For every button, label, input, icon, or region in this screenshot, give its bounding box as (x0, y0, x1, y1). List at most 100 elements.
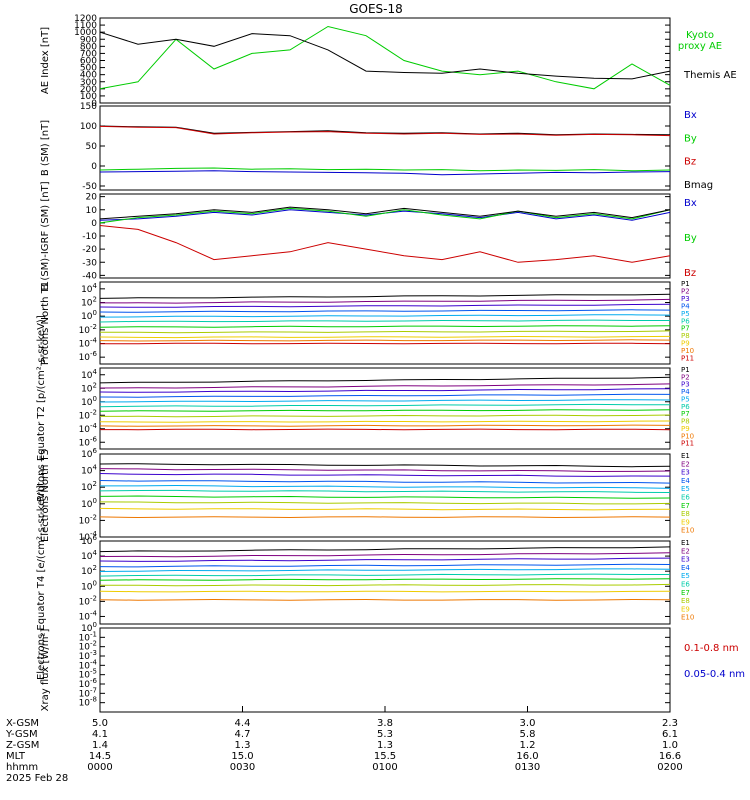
series-line (99, 207, 671, 224)
legend-entry: E9 (681, 518, 690, 526)
legend-entry: P8 (681, 418, 690, 426)
legend-entry: E7 (681, 589, 690, 597)
legend-entry: P3 (681, 381, 690, 389)
y-tick-label: 300 (80, 78, 97, 88)
x-axis-row-label: MLT (6, 751, 26, 762)
x-axis-value: 4.7 (235, 729, 251, 740)
x-axis-row-label: 2025 Feb 28 (6, 773, 68, 784)
panel-pn: Protons North T1 10410210010-210-410-6P1P… (40, 280, 694, 365)
x-axis-value: 2.3 (662, 718, 678, 729)
legend-entry: P1 (681, 280, 690, 288)
legend-entry: P9 (681, 340, 690, 348)
series-line (100, 484, 671, 489)
y-tick-label: -40 (82, 271, 97, 281)
panel-frame (99, 367, 671, 450)
y-tick-label: 50 (86, 142, 98, 152)
panel-b: B (SM) [nT] -50 0 50 100 150 Bx By Bz Bmag (40, 102, 713, 192)
series-line (99, 314, 671, 318)
legend-entry: P4 (681, 388, 690, 396)
x-axis-value: 15.5 (374, 751, 396, 762)
series-line (99, 590, 671, 593)
y-tick-label: 0 (91, 219, 97, 229)
legend-entry: Bx (684, 198, 697, 209)
legend-entry: 0.1-0.8 nm (684, 643, 739, 654)
y-tick-label: 10-2 (79, 513, 97, 526)
x-axis-value: 4.1 (92, 729, 108, 740)
legend-entry: proxy AE (678, 41, 722, 52)
y-tick-label: 100 (81, 395, 97, 408)
x-axis-value: 16.6 (659, 751, 681, 762)
series-line (99, 303, 671, 308)
y-tick-label: 104 (81, 464, 97, 477)
y-axis-label: Protons North T1 (40, 281, 51, 365)
x-axis-value: 5.0 (92, 718, 108, 729)
legend-entry: Themis AE (683, 70, 737, 81)
x-axis-value: 0100 (372, 762, 397, 773)
x-axis-value: 0030 (230, 762, 255, 773)
panel-frame (99, 540, 671, 625)
x-axis-row-label: Y-GSM (5, 729, 38, 740)
y-tick-label: 0 (91, 99, 97, 109)
y-axis-label: B (SM) [nT] (40, 120, 51, 176)
series-line (99, 319, 670, 323)
y-tick-label: 500 (80, 64, 97, 74)
series-line (99, 298, 671, 304)
y-tick-label: -30 (82, 258, 97, 268)
legend-entry: P5 (681, 395, 690, 403)
y-tick-label: 700 (80, 49, 97, 59)
y-tick-label: 104 (81, 368, 97, 381)
legend-entry: P10 (681, 347, 694, 355)
series-line (99, 516, 671, 519)
legend-entry: P9 (681, 425, 690, 433)
panel-frame (99, 193, 671, 279)
x-axis-row-label: X-GSM (6, 718, 39, 729)
x-axis-value: 4.4 (235, 718, 251, 729)
y-tick-label: 104 (81, 282, 97, 295)
x-axis-value: 16.0 (516, 751, 538, 762)
x-axis-value: 5.3 (377, 729, 393, 740)
legend-entry: E5 (681, 485, 690, 493)
y-tick-label: 10-2 (79, 594, 97, 607)
x-axis-value: 5.8 (520, 729, 536, 740)
series-line (99, 546, 671, 553)
panel-frame (99, 627, 671, 713)
series-line (99, 388, 671, 393)
y-tick-label: 10-6 (79, 350, 98, 363)
series-line (99, 399, 671, 403)
y-tick-label: 1200 (74, 14, 97, 24)
legend-entry: P1 (681, 366, 690, 374)
y-tick-label: 800 (80, 42, 97, 52)
y-axis-label: Xray flux [W/m²] (40, 629, 51, 712)
series-line (99, 463, 671, 468)
y-tick-label: 20 (86, 193, 98, 203)
legend-entry: E4 (681, 477, 690, 485)
page-title: GOES-18 (349, 2, 403, 16)
legend-entry: E5 (681, 572, 690, 580)
x-axis-row-label: Z-GSM (6, 740, 39, 751)
legend-entry: P5 (681, 310, 690, 318)
y-tick-label: 900 (80, 35, 97, 45)
series-line (99, 489, 671, 493)
series-line (99, 598, 671, 601)
series-line (99, 495, 671, 499)
y-tick-label: 150 (80, 102, 97, 112)
x-axis-row-label: hhmm (6, 762, 38, 773)
legend-entry: E8 (681, 597, 690, 605)
y-tick-label: -20 (82, 245, 97, 255)
panel-frame (99, 453, 671, 538)
legend-entry: P7 (681, 410, 690, 418)
y-tick-label: 200 (80, 85, 97, 95)
legend-entry: E4 (681, 564, 690, 572)
series-line (99, 125, 671, 137)
legend-entry: P3 (681, 295, 690, 303)
legend-entry: E3 (681, 469, 690, 477)
series-line (99, 428, 671, 431)
series-line (99, 206, 671, 220)
series-line (99, 480, 671, 484)
legend-entry: 0.05-0.4 nm (684, 669, 745, 680)
series-line (99, 31, 671, 80)
legend-entry: P8 (681, 332, 690, 340)
legend-entry: E1 (681, 452, 690, 460)
legend-entry: Bz (684, 268, 696, 279)
series-line (99, 342, 671, 345)
